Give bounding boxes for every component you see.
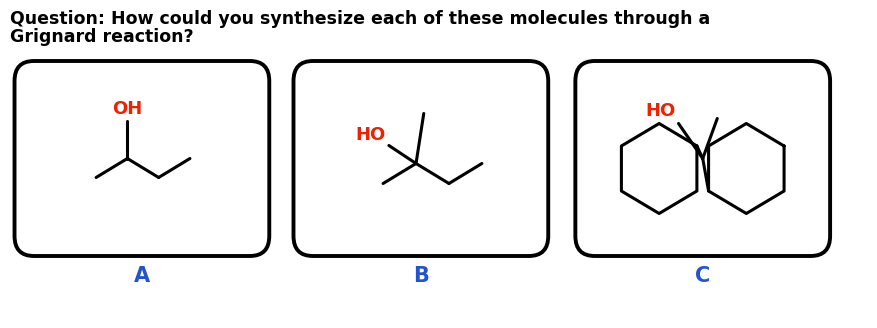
FancyBboxPatch shape xyxy=(15,61,269,256)
Text: Grignard reaction?: Grignard reaction? xyxy=(10,28,193,46)
Text: C: C xyxy=(695,266,709,286)
Text: HO: HO xyxy=(645,102,674,120)
Text: OH: OH xyxy=(112,99,142,117)
Text: HO: HO xyxy=(355,126,386,144)
FancyBboxPatch shape xyxy=(574,61,829,256)
Text: Question: How could you synthesize each of these molecules through a: Question: How could you synthesize each … xyxy=(10,10,709,28)
Text: B: B xyxy=(412,266,428,286)
Text: A: A xyxy=(133,266,150,286)
FancyBboxPatch shape xyxy=(293,61,547,256)
